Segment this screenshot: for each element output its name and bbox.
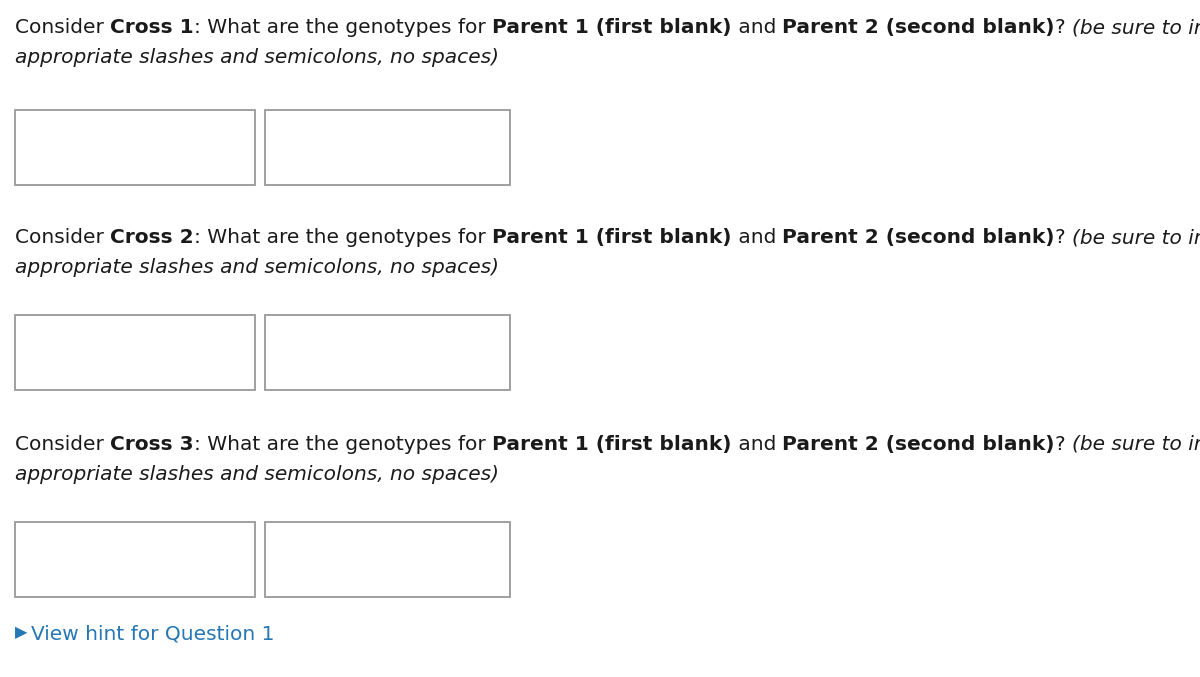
FancyBboxPatch shape: [265, 110, 510, 185]
Text: Parent 1 (first blank): Parent 1 (first blank): [492, 435, 732, 454]
Text: View hint for Question 1: View hint for Question 1: [31, 625, 275, 644]
Text: appropriate slashes and semicolons, no spaces): appropriate slashes and semicolons, no s…: [14, 258, 499, 277]
Text: ?: ?: [1055, 228, 1072, 247]
Text: (be sure to include: (be sure to include: [1072, 228, 1200, 247]
Text: Cross 2: Cross 2: [110, 228, 194, 247]
Text: Parent 2 (second blank): Parent 2 (second blank): [782, 435, 1055, 454]
FancyBboxPatch shape: [265, 522, 510, 597]
Text: : What are the genotypes for: : What are the genotypes for: [194, 435, 492, 454]
Text: Parent 2 (second blank): Parent 2 (second blank): [782, 18, 1055, 37]
FancyBboxPatch shape: [265, 315, 510, 390]
Text: Cross 3: Cross 3: [110, 435, 194, 454]
Text: (be sure to include: (be sure to include: [1072, 435, 1200, 454]
Text: Consider: Consider: [14, 228, 110, 247]
Text: Cross 1: Cross 1: [110, 18, 194, 37]
Text: Consider: Consider: [14, 435, 110, 454]
Text: ?: ?: [1055, 18, 1072, 37]
Text: (be sure to include: (be sure to include: [1072, 18, 1200, 37]
Text: appropriate slashes and semicolons, no spaces): appropriate slashes and semicolons, no s…: [14, 48, 499, 67]
Text: and: and: [732, 228, 782, 247]
Text: and: and: [732, 435, 782, 454]
FancyBboxPatch shape: [14, 522, 256, 597]
FancyBboxPatch shape: [14, 315, 256, 390]
Text: appropriate slashes and semicolons, no spaces): appropriate slashes and semicolons, no s…: [14, 465, 499, 484]
Text: and: and: [732, 18, 782, 37]
Text: Parent 2 (second blank): Parent 2 (second blank): [782, 228, 1055, 247]
Text: : What are the genotypes for: : What are the genotypes for: [194, 228, 492, 247]
Text: : What are the genotypes for: : What are the genotypes for: [194, 18, 492, 37]
Text: Parent 1 (first blank): Parent 1 (first blank): [492, 18, 732, 37]
Text: Parent 1 (first blank): Parent 1 (first blank): [492, 228, 732, 247]
Text: ▶: ▶: [14, 625, 28, 640]
Text: ?: ?: [1055, 435, 1072, 454]
FancyBboxPatch shape: [14, 110, 256, 185]
Text: Consider: Consider: [14, 18, 110, 37]
